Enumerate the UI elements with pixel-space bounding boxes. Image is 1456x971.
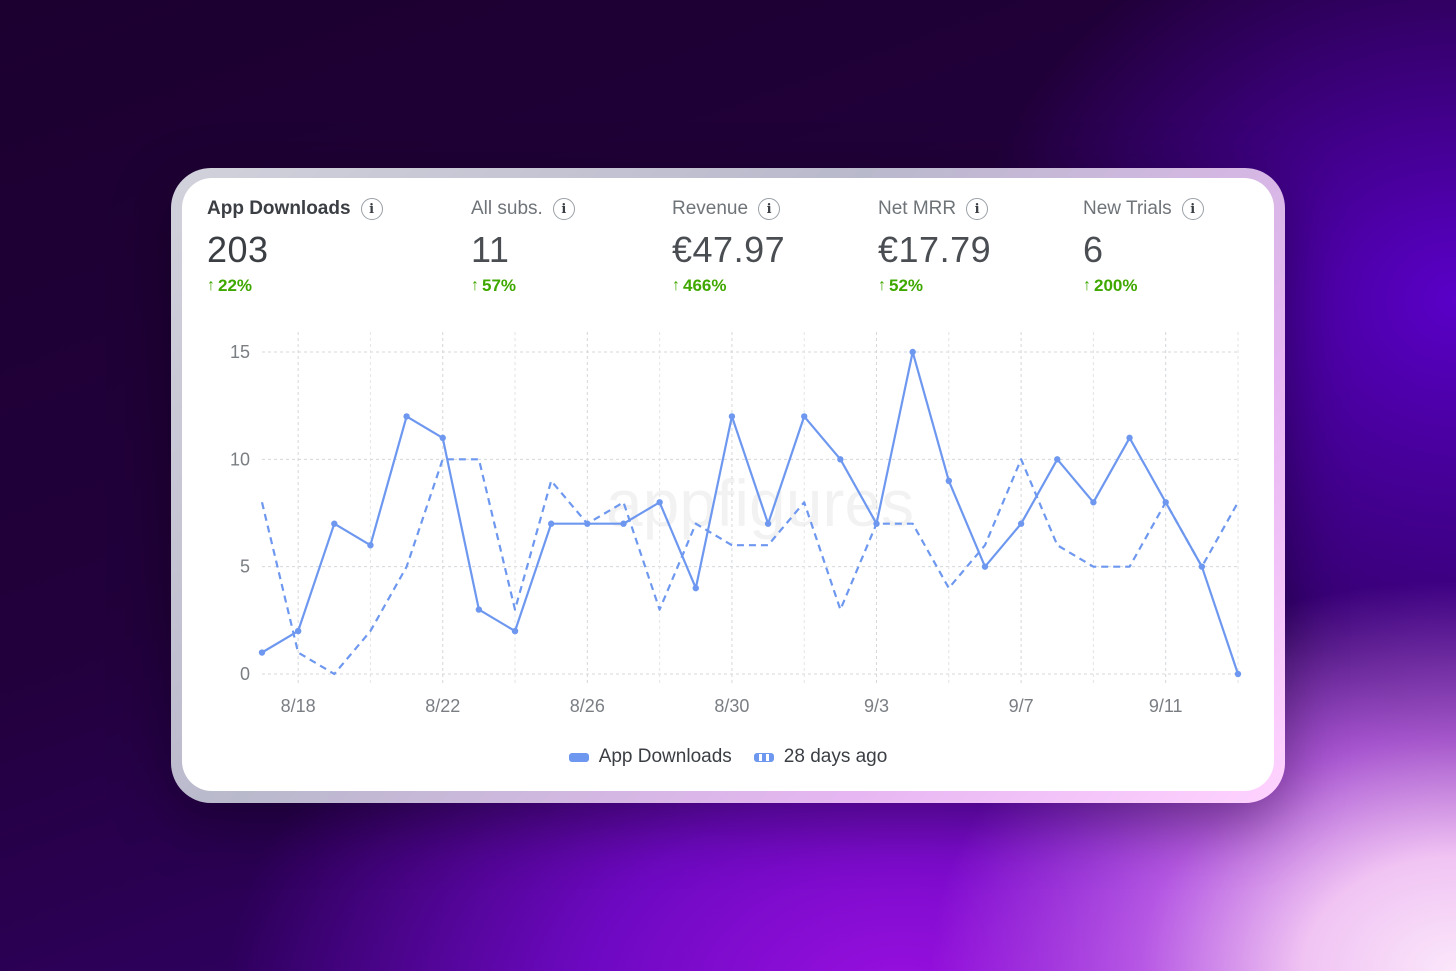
data-point <box>1234 670 1242 678</box>
x-tick-label: 9/3 <box>864 696 889 716</box>
metric-label: New Trials <box>1083 198 1172 219</box>
data-point <box>620 520 627 527</box>
arrow-up-icon: ↑ <box>672 277 680 294</box>
metric-change: ↑ 200% <box>1083 276 1204 296</box>
data-point <box>1017 520 1025 527</box>
metric-value: 11 <box>471 229 510 270</box>
legend-swatch-dashed <box>753 752 774 762</box>
data-point <box>258 649 266 656</box>
metric-new-trials[interactable]: New Trials i 6 ↑ 200% <box>1083 196 1204 296</box>
metric-change-value: 57% <box>482 276 517 295</box>
metric-label: All subs. <box>471 198 543 219</box>
info-icon[interactable]: i <box>1181 198 1204 220</box>
x-tick-label: 8/22 <box>425 696 460 716</box>
arrow-up-icon: ↑ <box>1083 277 1091 294</box>
data-point <box>367 542 374 549</box>
metric-change-value: 52% <box>889 276 924 295</box>
chart-legend: App Downloads 28 days ago <box>182 746 1274 768</box>
info-icon[interactable]: i <box>966 198 989 220</box>
metric-app-downloads[interactable]: App Downloads i 203 ↑ 22% <box>207 196 383 296</box>
data-point <box>1090 499 1097 506</box>
data-point <box>764 520 772 527</box>
data-point <box>837 456 844 463</box>
data-point <box>692 584 699 592</box>
metric-label: Net MRR <box>878 198 957 219</box>
legend-label: 28 days ago <box>783 746 888 767</box>
metric-value: 6 <box>1083 229 1104 270</box>
info-icon[interactable]: i <box>360 198 383 220</box>
data-point <box>945 477 953 484</box>
info-icon[interactable]: i <box>552 198 575 220</box>
metric-change-value: 466% <box>683 276 727 295</box>
metric-change-value: 22% <box>218 276 253 295</box>
data-point <box>801 413 808 420</box>
data-point <box>1126 434 1133 442</box>
data-point <box>728 413 736 420</box>
data-point <box>511 627 519 635</box>
data-point <box>1054 456 1061 463</box>
metric-value: €47.97 <box>672 229 786 270</box>
data-point <box>331 520 338 527</box>
y-tick-label: 10 <box>230 449 250 469</box>
y-tick-label: 15 <box>230 342 250 362</box>
metric-change: ↑ 57% <box>471 276 575 296</box>
data-point <box>294 627 302 635</box>
metric-revenue[interactable]: Revenue i €47.97 ↑ 466% <box>672 196 785 296</box>
x-tick-label: 8/18 <box>281 696 316 716</box>
info-icon[interactable]: i <box>758 198 781 220</box>
arrow-up-icon: ↑ <box>878 277 886 294</box>
x-tick-label: 8/26 <box>570 696 605 716</box>
metric-change: ↑ 466% <box>672 276 785 296</box>
data-point <box>439 434 446 442</box>
legend-item-app-downloads[interactable]: App Downloads <box>568 746 732 768</box>
legend-swatch-solid <box>568 752 589 762</box>
metric-value: 203 <box>207 229 269 270</box>
legend-label: App Downloads <box>598 746 732 767</box>
analytics-card: App Downloads i 203 ↑ 22% All subs. i 11… <box>182 178 1274 791</box>
series-line-app-downloads <box>261 350 1240 675</box>
metric-label: App Downloads <box>207 198 351 219</box>
metric-value: €17.79 <box>878 229 992 270</box>
metric-label: Revenue <box>672 198 749 219</box>
arrow-up-icon: ↑ <box>471 277 479 294</box>
metric-all-subs[interactable]: All subs. i 11 ↑ 57% <box>471 196 575 296</box>
data-point <box>909 348 916 356</box>
arrow-up-icon: ↑ <box>207 277 215 294</box>
data-point <box>981 563 989 570</box>
metric-change: ↑ 52% <box>878 276 991 296</box>
series-line-28-days-ago <box>260 458 1239 676</box>
data-point <box>475 606 483 613</box>
metric-change-value: 200% <box>1094 276 1138 295</box>
data-point <box>547 520 555 527</box>
data-point <box>403 413 410 420</box>
x-tick-label: 9/11 <box>1149 696 1183 716</box>
metric-net-mrr[interactable]: Net MRR i €17.79 ↑ 52% <box>878 196 991 296</box>
y-tick-label: 5 <box>240 557 250 577</box>
legend-item-28-days-ago[interactable]: 28 days ago <box>753 746 888 768</box>
data-point <box>656 499 663 506</box>
x-tick-label: 9/7 <box>1009 696 1034 716</box>
metric-change: ↑ 22% <box>207 276 383 296</box>
x-tick-label: 8/30 <box>714 696 749 716</box>
y-tick-label: 0 <box>240 664 250 684</box>
